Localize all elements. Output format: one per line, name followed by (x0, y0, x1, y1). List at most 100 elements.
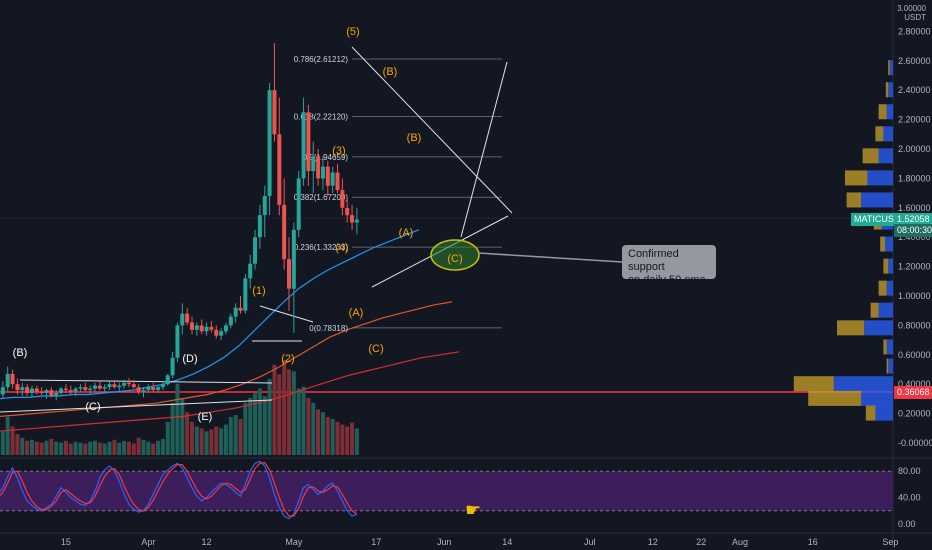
profile-bar-blue (888, 358, 893, 374)
candle-body (146, 387, 151, 391)
volume-bar (93, 440, 97, 455)
candle-body (223, 325, 228, 332)
price-tick-label: 1.80000 (898, 173, 931, 183)
candle-body (141, 390, 146, 392)
candle-body (185, 313, 190, 323)
volume-bar (54, 441, 59, 455)
price-tick-label: 0.80000 (898, 320, 931, 330)
candle-body (350, 215, 355, 223)
fib-retracement[interactable]: 0.786(2.61212) 0.618(2.22120) 0.5(1.94659)… (294, 55, 502, 333)
candle-body (219, 331, 224, 336)
wave-label: (D) (182, 353, 197, 365)
wave-label: (A) (349, 307, 364, 319)
wave-label: (A) (399, 227, 414, 239)
volume-bar (330, 418, 335, 455)
time-tick-label: 17 (371, 537, 381, 547)
ema-100-line (0, 301, 453, 417)
wave-label: (4) (335, 242, 348, 254)
profile-bar-blue (878, 148, 893, 164)
profile-bar-blue (889, 60, 893, 76)
wave-label: (2) (281, 353, 294, 365)
candle-body (131, 384, 136, 388)
volume-bar (194, 426, 199, 455)
price-axis[interactable]: 2.80000 2.60000 2.40000 2.20000 2.00000 1.800… (898, 26, 932, 448)
profile-bar-blue (886, 339, 893, 355)
candle-body (345, 207, 350, 216)
currency-label: USDT (904, 13, 926, 22)
volume-bar (0, 431, 5, 455)
wave-label: (5) (346, 26, 359, 38)
candle-body (20, 387, 25, 391)
candle-body (325, 166, 330, 186)
time-tick-label: May (285, 537, 303, 547)
profile-bar-yellow (808, 390, 861, 406)
volume-bar (223, 424, 228, 455)
volume-bar (68, 443, 73, 455)
time-tick-label: Sep (882, 537, 898, 547)
price-axis-header: 3.00000 USDT (897, 4, 926, 22)
volume-bar (296, 388, 301, 455)
callout-line-1: Confirmed support (628, 248, 679, 273)
volume-bar (345, 426, 350, 455)
wave-labels: (5) (B) (B) (3) (4) (A) (C) (1) (2) (A) (C) (B) (D) (… (13, 26, 463, 423)
support-callout[interactable]: Confirmed support on daily 50 ema (622, 245, 716, 286)
volume-bar (63, 440, 68, 455)
volume-bar (272, 364, 277, 455)
volume-bar (15, 434, 20, 455)
fib-level-label: 0.618(2.22120) (294, 112, 349, 121)
candle-body (199, 325, 204, 332)
volume-bar (78, 442, 83, 455)
callout-line-2: on daily 50 ema (628, 274, 706, 286)
candle-body (88, 388, 93, 391)
time-axis[interactable]: 15 Apr 12 May 17 Jun 14 Jul 12 22 Aug 16 Sep (61, 537, 899, 547)
price-tick-label: 1.20000 (898, 262, 931, 272)
volume-bar (262, 396, 267, 455)
candles (0, 43, 359, 401)
volume-bar (204, 431, 209, 455)
trendline (259, 305, 314, 323)
volume-bar (5, 417, 10, 455)
profile-bar-blue (861, 390, 893, 406)
volume-bar (59, 442, 64, 455)
profile-bar-blue (861, 192, 893, 208)
profile-bar-yellow (865, 405, 876, 421)
volume-bar (131, 443, 136, 455)
candle-body (5, 373, 10, 388)
volume-bar (136, 437, 141, 455)
wave-label: (3) (332, 145, 345, 157)
volume-bar (170, 402, 175, 455)
callout-pointer (477, 252, 623, 263)
candle-body (243, 278, 248, 311)
wave-label: (C) (447, 253, 462, 265)
volume-bar (126, 441, 131, 455)
profile-bar-blue (883, 126, 893, 142)
volume-bar (146, 441, 151, 455)
candle-body (78, 387, 83, 389)
candle-body (156, 387, 161, 391)
candle-body (54, 393, 59, 396)
candle-body (282, 204, 287, 260)
volume-bar (311, 402, 316, 455)
trendlines[interactable] (0, 46, 623, 413)
candle-body (39, 391, 44, 394)
profile-bar-yellow (883, 339, 887, 355)
candle-body (316, 156, 321, 179)
candle-body (180, 313, 185, 326)
time-tick-label: 16 (808, 537, 818, 547)
candle-body (320, 166, 325, 179)
candle-body (83, 387, 88, 391)
candle-body (25, 387, 30, 394)
profile-bar-blue (867, 170, 893, 186)
candle-body (257, 215, 262, 238)
volume-bar (44, 440, 49, 455)
candle-body (97, 385, 102, 389)
candle-body (10, 373, 15, 385)
volume-profile (793, 60, 893, 421)
candle-body (248, 263, 253, 279)
profile-bar-blue (886, 104, 893, 120)
time-tick-label: 12 (202, 537, 212, 547)
fib-level-label: 0.236(1.33233) (294, 243, 349, 252)
profile-bar-yellow (870, 302, 879, 318)
candle-body (49, 390, 54, 396)
